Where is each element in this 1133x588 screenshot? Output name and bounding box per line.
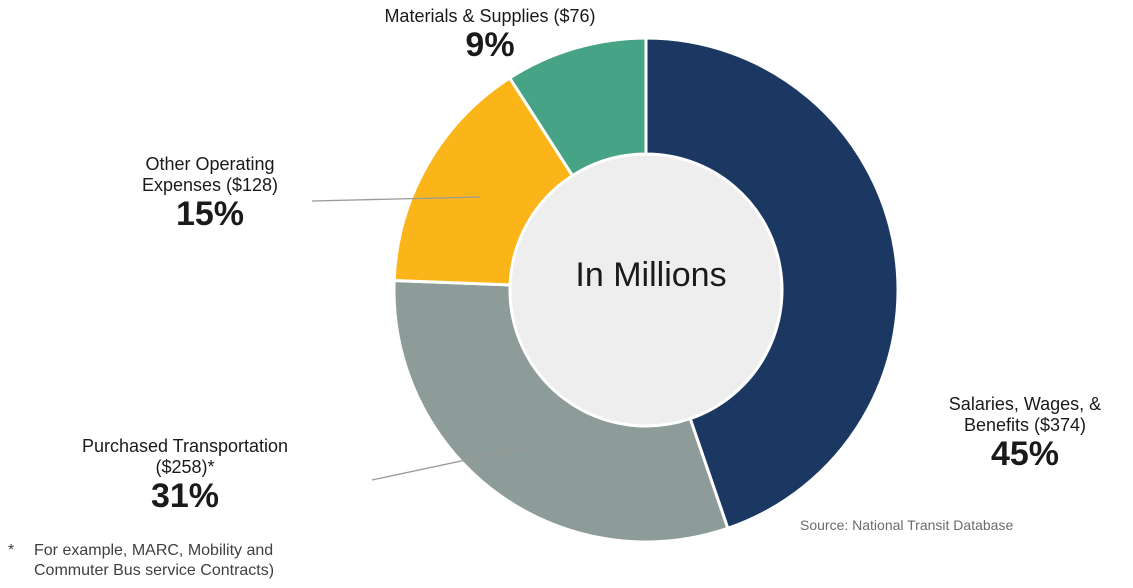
donut-slices [392, 36, 900, 544]
label-salaries: Salaries, Wages, & Benefits ($374) 45% [920, 394, 1130, 474]
label-other-percent: 15% [175, 195, 245, 234]
label-salaries-percent: 45% [990, 435, 1060, 474]
donut-slice-1 [392, 278, 730, 544]
label-other-name-line1: Other Operating [145, 154, 275, 174]
footnote-mark: * [8, 542, 15, 559]
label-purchased: Purchased Transportation ($258)* 31% [30, 436, 340, 516]
footnote-line2: Commuter Bus service Contracts) [34, 561, 275, 579]
donut-slice-3 [507, 36, 648, 178]
label-salaries-name-line2: Benefits ($374) [963, 415, 1087, 436]
label-other: Other Operating Expenses ($128) 15% [90, 154, 330, 234]
label-purchased-percent: 31% [150, 477, 220, 516]
leader-line-other [311, 196, 481, 202]
label-other-name-line2: Expenses ($128) [141, 175, 279, 196]
footnote-line1: For example, MARC, Mobility and [34, 542, 274, 559]
center-label: In Millions [575, 256, 726, 294]
label-salaries-name-line1: Salaries, Wages, & [948, 394, 1102, 414]
footnote: * For example, MARC, Mobility and Commute… [8, 541, 274, 580]
label-materials: Materials & Supplies ($76) 9% [300, 6, 680, 65]
donut-slice-2 [392, 75, 575, 287]
donut-slice-0 [644, 36, 900, 531]
label-materials-name: Materials & Supplies ($76) [384, 6, 596, 26]
leader-line-purchased [371, 446, 528, 481]
label-materials-percent: 9% [465, 26, 515, 65]
label-purchased-name-line1: Purchased Transportation [81, 436, 289, 456]
source-note: Source: National Transit Database [800, 517, 1014, 533]
donut-hole [511, 155, 781, 425]
label-purchased-name-line2: ($258)* [155, 457, 215, 478]
